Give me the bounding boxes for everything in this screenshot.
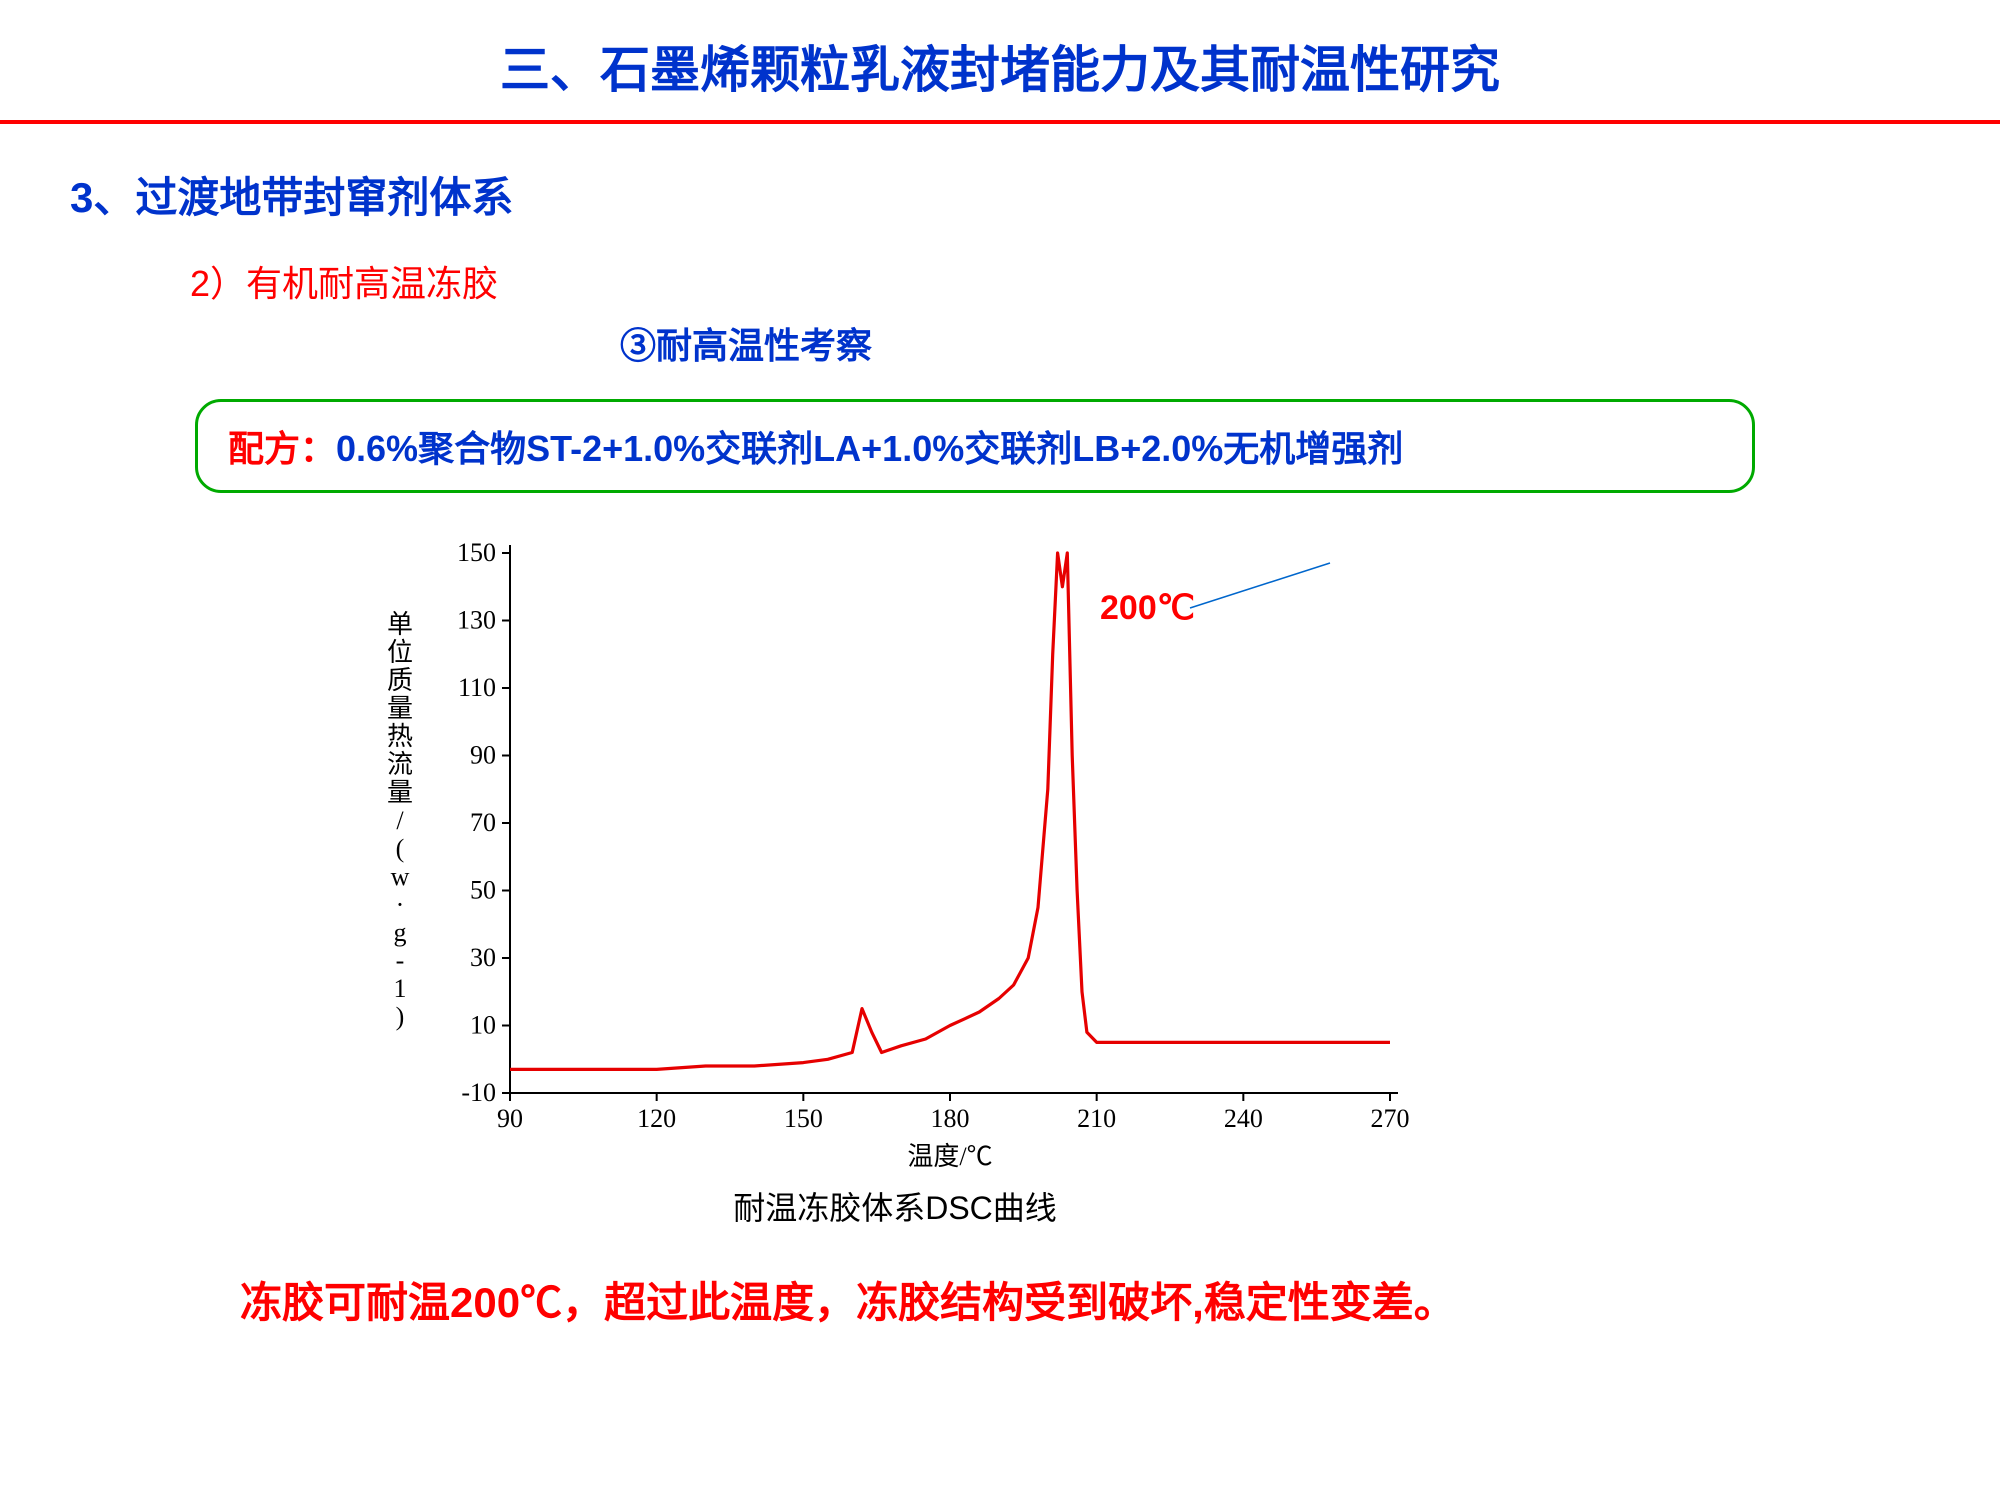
svg-text:10: 10	[470, 1011, 496, 1040]
chart-annotation: 200℃	[1100, 588, 1195, 628]
svg-text:流: 流	[387, 750, 413, 779]
svg-text:120: 120	[637, 1104, 676, 1133]
svg-text:·: ·	[396, 890, 405, 919]
sub-subheading: ③耐高温性考察	[620, 317, 2000, 369]
svg-text:180: 180	[931, 1104, 970, 1133]
svg-text:240: 240	[1224, 1104, 1263, 1133]
svg-text:/: /	[396, 806, 404, 835]
svg-text:质: 质	[387, 666, 413, 695]
svg-text:150: 150	[457, 538, 496, 567]
svg-text:量: 量	[387, 778, 413, 807]
svg-text:(: (	[396, 834, 405, 863]
title-divider	[0, 120, 2000, 124]
svg-text:温度/℃: 温度/℃	[907, 1142, 992, 1171]
svg-text:热: 热	[387, 722, 413, 751]
page-title: 三、石墨烯颗粒乳液封堵能力及其耐温性研究	[0, 0, 2000, 102]
subheading: 2）有机耐高温冻胶	[190, 255, 2000, 307]
dsc-chart: -10 10 30 50 70 90 110 130 150 90 120 150 180 210 240 2…	[370, 533, 1420, 1173]
section-heading: 3、过渡地带封窜剂体系	[70, 164, 2000, 225]
svg-text:90: 90	[470, 741, 496, 770]
svg-text:g: g	[394, 918, 407, 947]
conclusion-text: 冻胶可耐温200℃，超过此温度，冻胶结构受到破坏,稳定性变差。	[240, 1269, 2000, 1330]
svg-text:-10: -10	[461, 1078, 496, 1107]
chart-svg: -10 10 30 50 70 90 110 130 150 90 120 150 180 210 240 2…	[370, 533, 1420, 1173]
svg-text:): )	[396, 1002, 405, 1031]
svg-text:50: 50	[470, 876, 496, 905]
svg-text:单: 单	[387, 610, 413, 639]
svg-text:位: 位	[387, 638, 413, 667]
chart-caption: 耐温冻胶体系DSC曲线	[370, 1183, 1420, 1229]
formula-box: 配方：0.6%聚合物ST-2+1.0%交联剂LA+1.0%交联剂LB+2.0%无…	[195, 399, 1755, 493]
svg-text:130: 130	[457, 606, 496, 635]
svg-text:270: 270	[1371, 1104, 1410, 1133]
svg-text:70: 70	[470, 808, 496, 837]
formula-text: 0.6%聚合物ST-2+1.0%交联剂LA+1.0%交联剂LB+2.0%无机增强…	[336, 428, 1403, 469]
svg-text:-: -	[396, 946, 405, 975]
slide: 三、石墨烯颗粒乳液封堵能力及其耐温性研究 3、过渡地带封窜剂体系 2）有机耐高温…	[0, 0, 2000, 1500]
formula-label: 配方：	[228, 428, 336, 469]
svg-text:1: 1	[394, 974, 407, 1003]
svg-text:150: 150	[784, 1104, 823, 1133]
svg-text:110: 110	[458, 673, 496, 702]
svg-text:90: 90	[497, 1104, 523, 1133]
svg-text:量: 量	[387, 694, 413, 723]
svg-text:30: 30	[470, 943, 496, 972]
svg-text:w: w	[391, 862, 410, 891]
svg-text:210: 210	[1077, 1104, 1116, 1133]
